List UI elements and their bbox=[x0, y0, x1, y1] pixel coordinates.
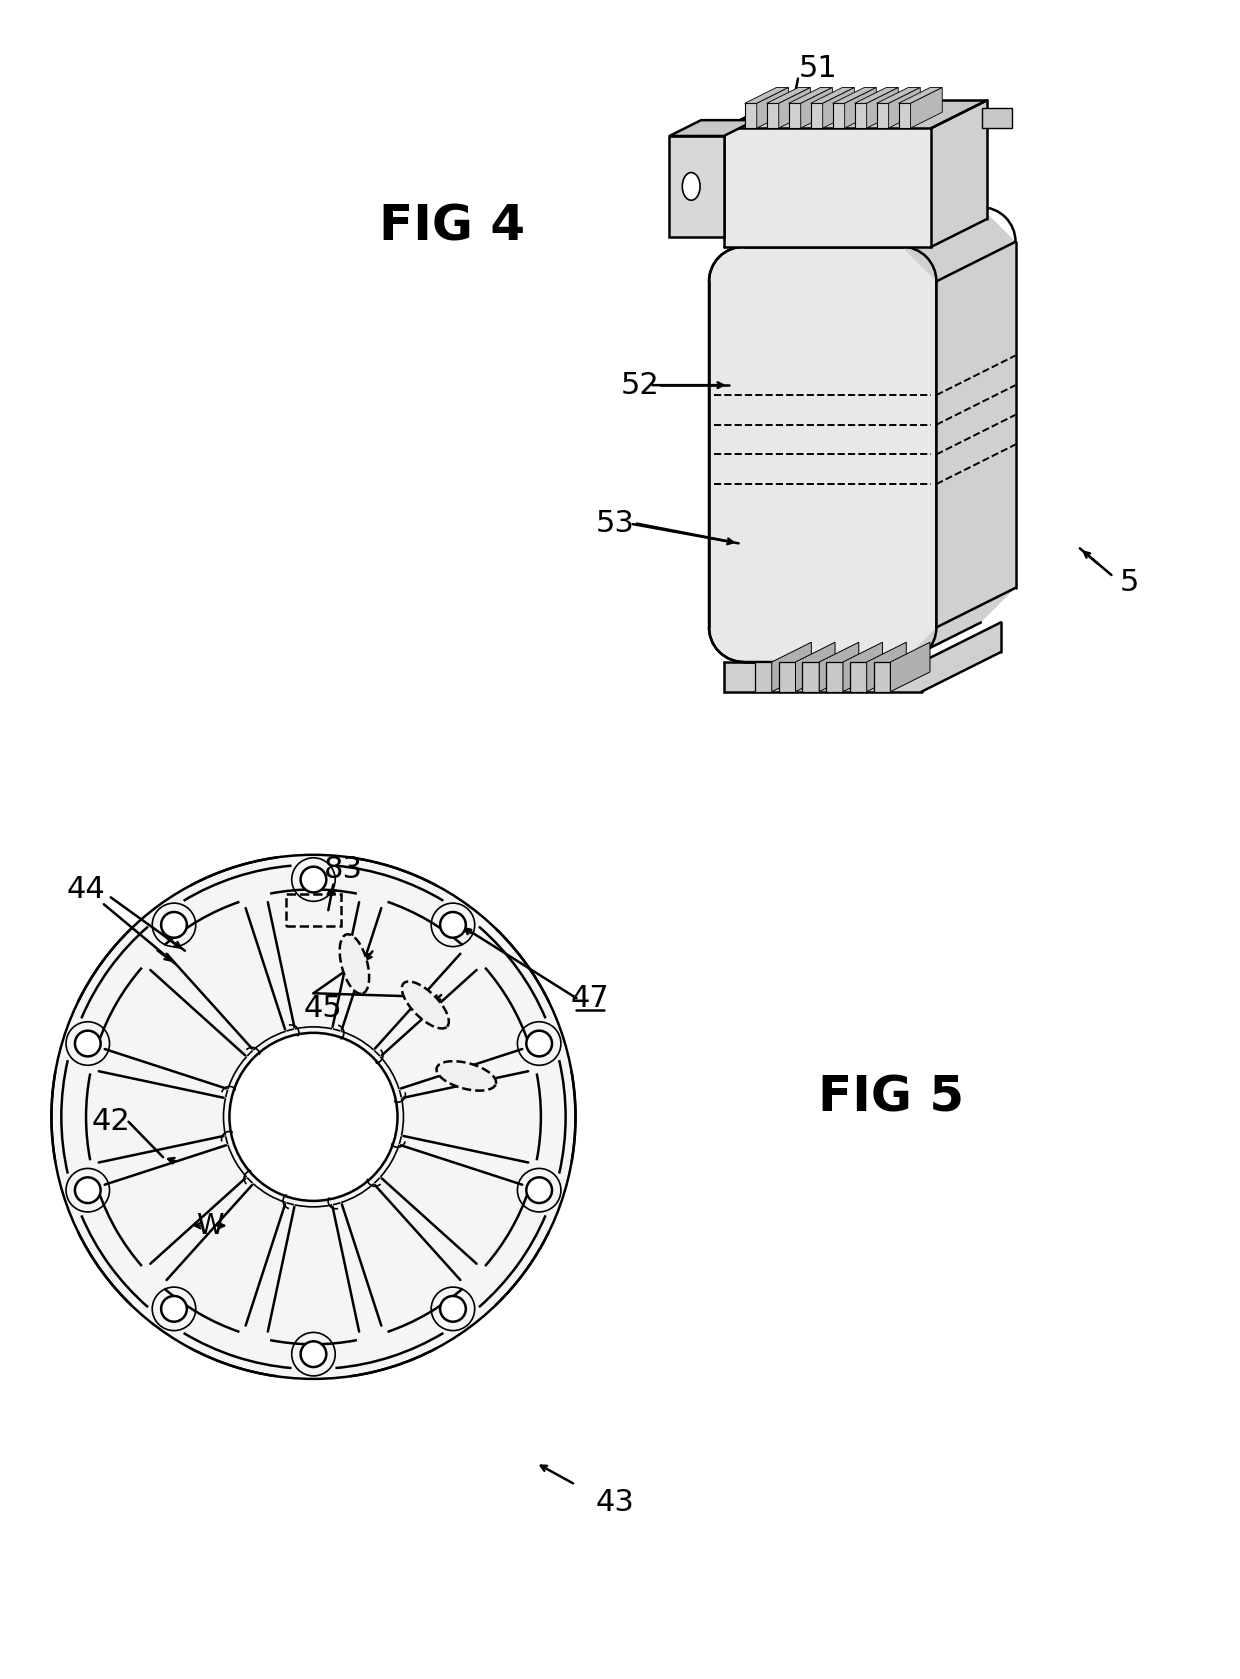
Polygon shape bbox=[901, 207, 1016, 282]
Polygon shape bbox=[889, 87, 920, 128]
Polygon shape bbox=[709, 247, 936, 662]
Polygon shape bbox=[849, 662, 867, 692]
Polygon shape bbox=[724, 128, 931, 247]
Polygon shape bbox=[779, 87, 811, 128]
Polygon shape bbox=[745, 104, 756, 128]
Polygon shape bbox=[745, 87, 789, 104]
Polygon shape bbox=[832, 87, 877, 104]
Polygon shape bbox=[724, 623, 1001, 692]
Text: 83: 83 bbox=[324, 855, 362, 885]
Polygon shape bbox=[867, 87, 898, 128]
Polygon shape bbox=[822, 87, 854, 128]
Circle shape bbox=[440, 1296, 466, 1321]
Text: FIG 5: FIG 5 bbox=[817, 1073, 963, 1122]
Circle shape bbox=[161, 912, 187, 939]
Ellipse shape bbox=[402, 982, 449, 1029]
Polygon shape bbox=[832, 104, 844, 128]
Text: 45: 45 bbox=[304, 994, 342, 1023]
Text: 51: 51 bbox=[799, 54, 837, 84]
Polygon shape bbox=[899, 87, 942, 104]
Polygon shape bbox=[844, 87, 877, 128]
Polygon shape bbox=[874, 662, 890, 692]
Polygon shape bbox=[936, 242, 1016, 628]
Polygon shape bbox=[854, 104, 867, 128]
Text: 5: 5 bbox=[1120, 569, 1138, 598]
Polygon shape bbox=[877, 104, 889, 128]
Polygon shape bbox=[796, 643, 835, 692]
Polygon shape bbox=[756, 87, 789, 128]
Polygon shape bbox=[931, 101, 987, 247]
Text: 44: 44 bbox=[67, 875, 105, 903]
Polygon shape bbox=[820, 643, 859, 692]
Polygon shape bbox=[826, 662, 843, 692]
Polygon shape bbox=[670, 136, 724, 237]
Polygon shape bbox=[670, 121, 755, 136]
Polygon shape bbox=[801, 87, 832, 128]
Text: 53: 53 bbox=[595, 509, 635, 537]
Circle shape bbox=[526, 1031, 552, 1056]
Polygon shape bbox=[771, 643, 811, 692]
Polygon shape bbox=[766, 87, 811, 104]
Text: 47: 47 bbox=[570, 984, 610, 1012]
Polygon shape bbox=[910, 87, 942, 128]
Ellipse shape bbox=[436, 1061, 496, 1091]
Polygon shape bbox=[982, 107, 1012, 128]
Polygon shape bbox=[755, 662, 771, 692]
Polygon shape bbox=[901, 588, 1016, 662]
Ellipse shape bbox=[682, 173, 701, 200]
Text: 42: 42 bbox=[92, 1108, 130, 1137]
Circle shape bbox=[74, 1031, 100, 1056]
Polygon shape bbox=[867, 643, 906, 692]
Text: FIG 4: FIG 4 bbox=[379, 203, 525, 250]
Circle shape bbox=[300, 1342, 326, 1367]
Text: 43: 43 bbox=[595, 1488, 635, 1518]
Polygon shape bbox=[811, 87, 854, 104]
Polygon shape bbox=[724, 101, 987, 128]
Bar bbox=[286, 895, 341, 927]
Circle shape bbox=[300, 866, 326, 893]
Circle shape bbox=[440, 912, 466, 939]
Text: W: W bbox=[196, 1212, 223, 1239]
Circle shape bbox=[232, 1034, 396, 1199]
Polygon shape bbox=[802, 662, 820, 692]
Polygon shape bbox=[811, 104, 822, 128]
Polygon shape bbox=[890, 643, 930, 692]
Circle shape bbox=[53, 856, 574, 1377]
Circle shape bbox=[161, 1296, 187, 1321]
Text: 52: 52 bbox=[620, 371, 660, 400]
Circle shape bbox=[74, 1177, 100, 1204]
Polygon shape bbox=[766, 104, 779, 128]
Polygon shape bbox=[779, 662, 796, 692]
Polygon shape bbox=[899, 104, 910, 128]
Polygon shape bbox=[789, 104, 801, 128]
Polygon shape bbox=[843, 643, 883, 692]
Ellipse shape bbox=[340, 934, 370, 994]
Polygon shape bbox=[744, 207, 981, 247]
Polygon shape bbox=[789, 87, 832, 104]
Polygon shape bbox=[854, 87, 898, 104]
Circle shape bbox=[526, 1177, 552, 1204]
Polygon shape bbox=[877, 87, 920, 104]
